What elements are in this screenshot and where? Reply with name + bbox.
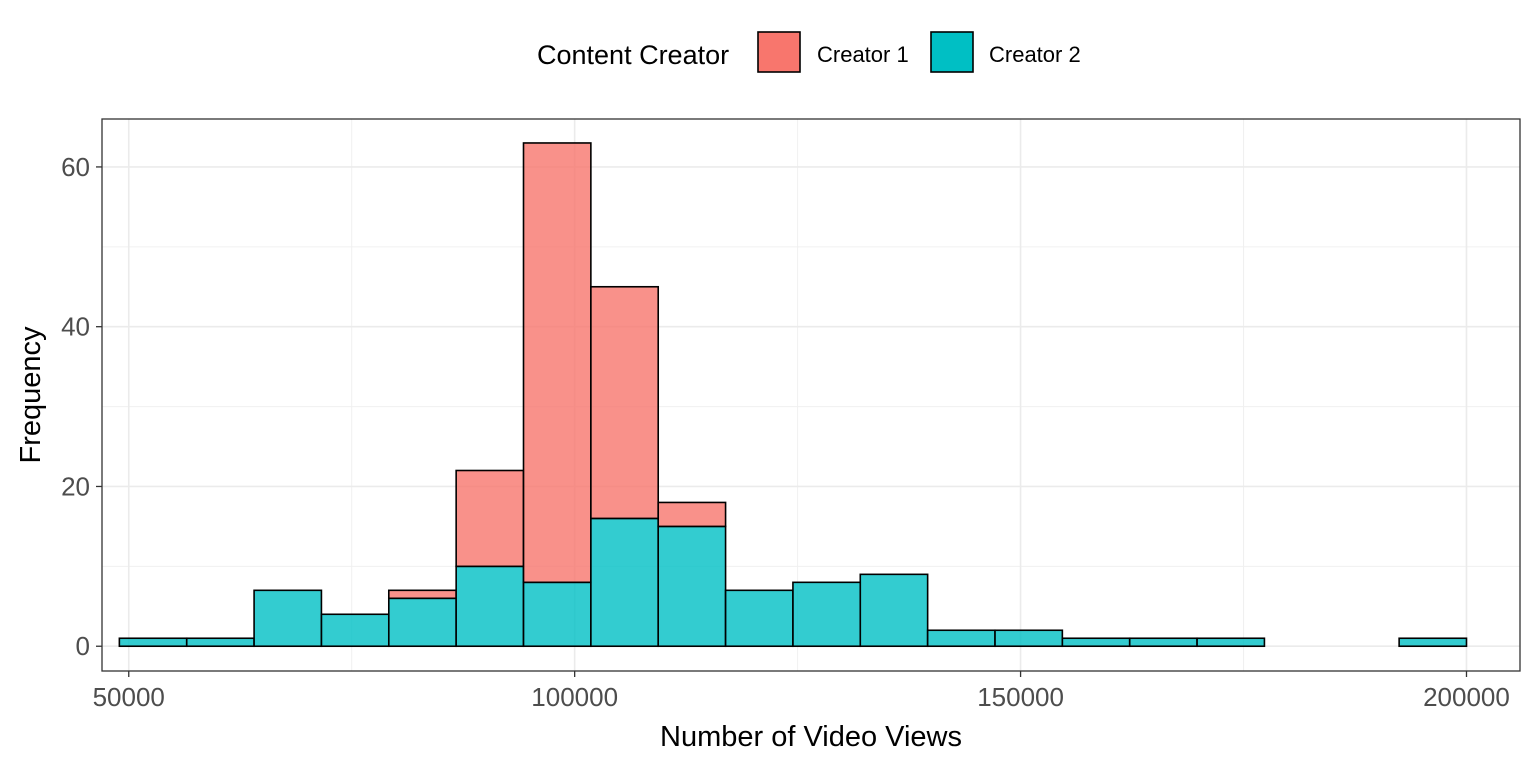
bars	[118, 142, 1468, 648]
bar-creator-2	[118, 637, 188, 648]
bar-creator-2	[724, 589, 794, 648]
y-tick-label: 0	[76, 631, 90, 661]
bar-creator-2	[590, 517, 660, 648]
bar-creator-2	[455, 565, 525, 648]
bar-creator-2	[1128, 637, 1198, 648]
legend-label-creator-1: Creator 1	[817, 42, 909, 67]
x-axis: 50000 100000 150000 200000	[93, 671, 1510, 712]
bar-creator-1	[657, 501, 727, 528]
bar-creator-1	[522, 142, 592, 584]
y-axis-title: Frequency	[15, 326, 47, 464]
plot-panel	[101, 118, 1521, 672]
legend-key-creator-1	[757, 31, 801, 73]
bar-creator-2	[387, 597, 457, 648]
bar-creator-1	[590, 285, 660, 520]
y-tick-label: 60	[61, 152, 90, 182]
x-tick-label: 150000	[977, 682, 1064, 712]
bar-creator-2	[657, 525, 727, 648]
bar-creator-2	[522, 581, 592, 648]
bar-creator-1	[387, 589, 457, 600]
y-axis: 0 20 40 60	[61, 152, 102, 661]
x-tick-label: 100000	[531, 682, 618, 712]
bar-creator-2	[926, 629, 996, 648]
y-tick-label: 40	[61, 312, 90, 342]
bar-creator-2	[1196, 637, 1266, 648]
legend-label-creator-2: Creator 2	[989, 42, 1081, 67]
y-tick-label: 20	[61, 471, 90, 501]
bar-creator-1	[455, 469, 525, 568]
bar-creator-2	[253, 589, 323, 648]
x-tick-label: 50000	[93, 682, 165, 712]
legend-key-creator-2	[930, 31, 974, 73]
legend: Content Creator Creator 1 Creator 2	[537, 31, 1081, 73]
bar-creator-2	[792, 581, 862, 648]
bar-creator-2	[1061, 637, 1131, 648]
x-tick-label: 200000	[1423, 682, 1510, 712]
panel-border	[101, 118, 1521, 672]
bar-creator-2	[320, 613, 390, 648]
bar-creator-2	[1398, 637, 1468, 648]
bar-creator-2	[859, 573, 929, 648]
x-axis-title: Number of Video Views	[660, 721, 962, 753]
bar-creator-2	[994, 629, 1064, 648]
legend-title: Content Creator	[537, 40, 729, 70]
bar-creator-2	[185, 637, 255, 648]
